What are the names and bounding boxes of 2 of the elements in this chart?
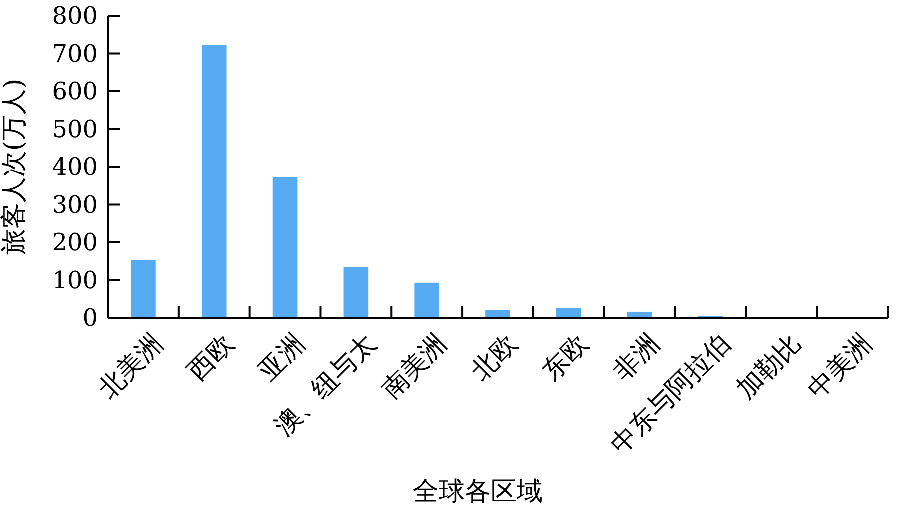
xlabel: 全球各区域 — [413, 477, 543, 507]
ylabel: 旅客人次(万人) — [0, 78, 30, 256]
